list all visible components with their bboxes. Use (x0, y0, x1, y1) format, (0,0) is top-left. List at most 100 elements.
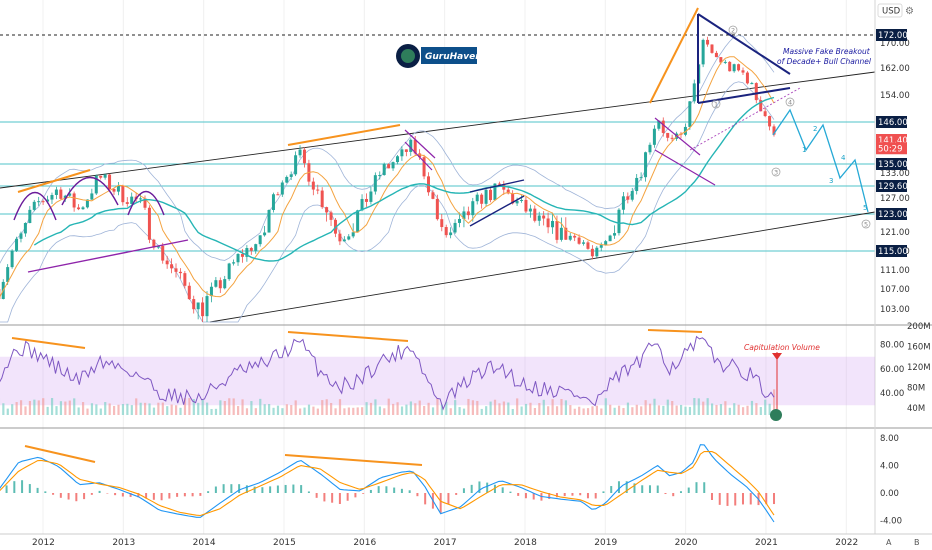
candle-body (81, 207, 85, 210)
candle-body (431, 192, 435, 199)
volume-bar (15, 402, 18, 415)
macd-hist-bar (145, 493, 148, 499)
candle-body (240, 254, 244, 257)
macd-hist-bar (672, 493, 675, 497)
volume-bar (272, 407, 275, 415)
macd-hist-bar (447, 493, 450, 504)
candle-body (125, 202, 129, 204)
candle-body (409, 139, 413, 152)
macd-tick-label: 4.00 (880, 461, 899, 471)
macd-hist-bar (617, 481, 620, 493)
macd-hist-bar (176, 493, 179, 497)
candle-body (621, 196, 625, 210)
volume-bar (316, 408, 319, 415)
price-tick-label: 170.00 (880, 39, 910, 49)
candle-body (143, 198, 147, 208)
volume-bar (675, 405, 678, 415)
price-tick-label: 111.00 (880, 266, 910, 276)
candle-body (435, 198, 439, 220)
wave-label-1: 1 (802, 146, 806, 154)
volume-bar (445, 401, 448, 415)
volume-bar (414, 403, 417, 415)
time-axis[interactable]: 2012 2013 2014 2015 2016 2017 2018 2019 2020 2021… (0, 533, 932, 548)
volume-bar (617, 405, 621, 415)
candle-body (46, 199, 50, 202)
volume-bar (2, 403, 5, 415)
volume-bar (560, 398, 563, 415)
rsi-line (0, 335, 775, 411)
wave-label-4: 4 (841, 154, 846, 162)
candle-body (165, 260, 169, 265)
circled-label-2: 2 (728, 25, 738, 35)
volume-bar (206, 402, 209, 415)
price-badges: 172.00 146.00 135.00 129.60 123.00 115.00 141.… (876, 29, 908, 257)
volume-bar (511, 408, 514, 415)
axis-mode-buttons[interactable]: A B (886, 538, 920, 547)
macd-hist-bar (501, 487, 504, 493)
macd-hist-bar (594, 493, 597, 499)
signal-line (0, 451, 775, 517)
volume-bar (529, 402, 532, 415)
candle-body (586, 242, 590, 249)
blue-flag-lower (469, 195, 525, 227)
candle-body (449, 232, 453, 236)
macd-hist-bar (323, 493, 326, 502)
volume-bar (547, 406, 550, 415)
candle-body (595, 247, 599, 257)
candle-body (750, 83, 754, 85)
volume-bar (214, 408, 218, 415)
candle-body (94, 175, 98, 194)
candle-body (32, 201, 36, 210)
macd-hist-bar (362, 493, 365, 494)
candle-body (360, 198, 364, 211)
macd-hist-bar (393, 487, 396, 493)
volume-bar (604, 398, 607, 415)
channel-lower-line (209, 211, 876, 323)
candle-body (502, 184, 506, 190)
scale-mode-button[interactable]: B (914, 538, 920, 547)
rsi-volume-pane[interactable]: Capitulation Volume (0, 329, 875, 421)
candle-body (10, 250, 14, 268)
macd-hist-bar (648, 485, 651, 493)
candle-body (754, 83, 758, 101)
volume-bar (759, 407, 762, 415)
volume-bar (631, 407, 634, 415)
candle-body (719, 57, 723, 63)
candle-body (99, 175, 103, 178)
volume-tick-label: 80M (907, 384, 925, 394)
macd-histogram (5, 480, 776, 513)
candle-body (657, 120, 661, 129)
macd-hist-bar (470, 484, 473, 493)
volume-ticks: 40M 80M 120M 160M 200M (907, 322, 931, 414)
gear-icon[interactable]: ⚙ (905, 6, 914, 17)
candle-body (555, 220, 559, 240)
volume-bar (197, 402, 200, 415)
volume-bar (347, 407, 350, 415)
candle-body (121, 185, 125, 203)
volume-bar (126, 403, 129, 415)
macd-hist-bar (284, 484, 287, 493)
candle-body (369, 191, 373, 202)
macd-hist-bar (462, 488, 465, 493)
candle-body (577, 237, 581, 244)
volume-bar (263, 404, 266, 415)
macd-hist-bar (276, 485, 279, 493)
candle-body (276, 194, 280, 196)
price-axis[interactable]: USD ⚙ 103.00 107.00 111.00 115.00 121.00 127.… (876, 3, 931, 527)
level-badge-label: 123.00 (878, 210, 908, 220)
volume-tick-label: 200M (907, 322, 931, 332)
macd-pane[interactable] (0, 444, 776, 523)
purple-wedge-2019-lower (654, 149, 716, 186)
price-tick-label: 127.00 (880, 194, 910, 204)
level-badge (876, 158, 907, 170)
candle-body (688, 101, 692, 127)
candle-body (511, 193, 515, 204)
auto-scale-button[interactable]: A (886, 538, 892, 547)
price-tick-label: 133.00 (880, 169, 910, 179)
macd-hist-bar (571, 493, 574, 496)
price-pane[interactable]: Massive Fake Breakout of Decade+ Bull Ch… (0, 7, 876, 323)
candle-body (387, 164, 391, 169)
candle-body (692, 83, 696, 102)
volume-bar (312, 406, 315, 415)
